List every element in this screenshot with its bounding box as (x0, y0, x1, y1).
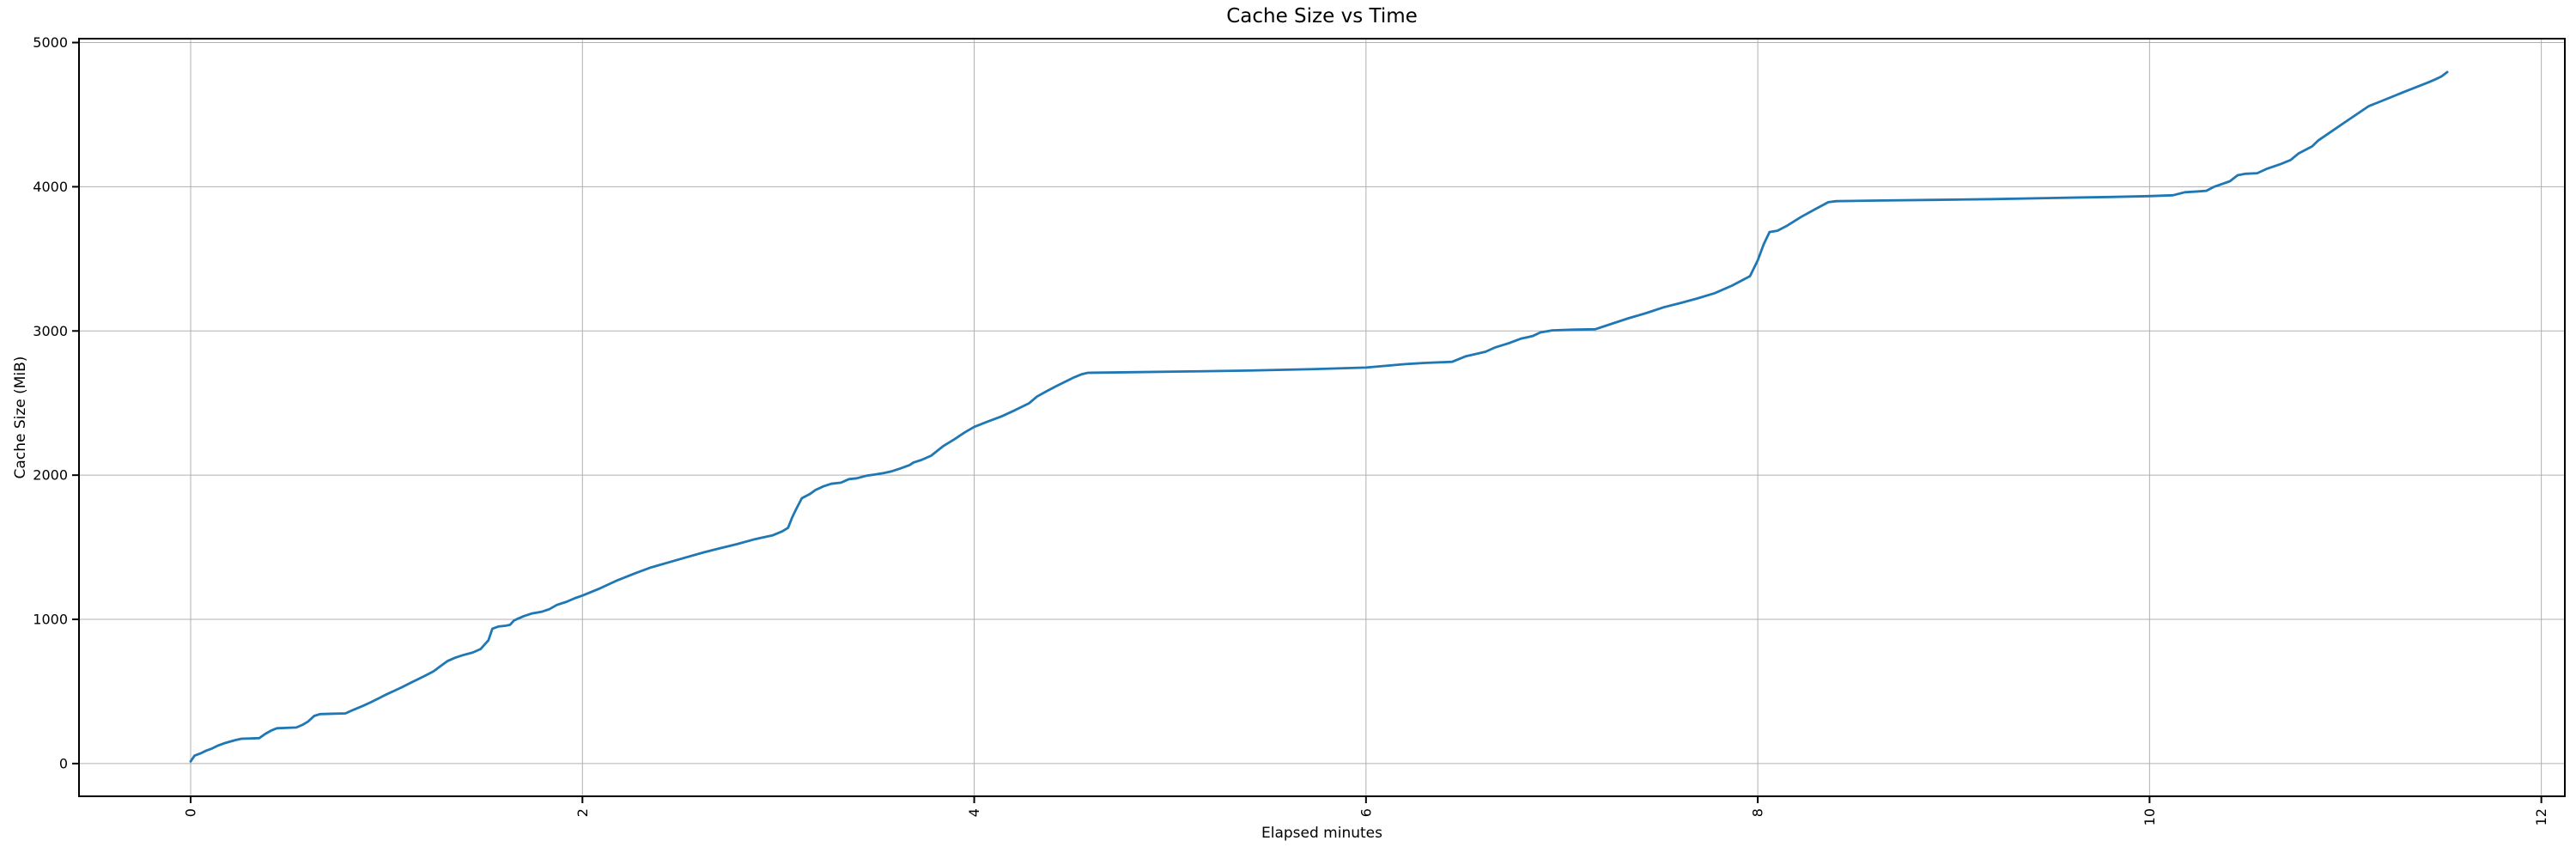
chart-title: Cache Size vs Time (1226, 5, 1418, 27)
axes-frame (78, 38, 2566, 797)
y-tick-label: 3000 (33, 323, 68, 339)
axes-spines (78, 38, 2566, 797)
x-tick-label: 8 (1750, 808, 1766, 817)
x-tick-label: 12 (2533, 808, 2549, 825)
y-tick-label: 5000 (33, 34, 68, 51)
y-tick-label: 0 (59, 755, 68, 771)
grid-layer (79, 39, 2565, 796)
y-tick-label: 2000 (33, 467, 68, 484)
x-tick-label: 0 (183, 808, 199, 817)
x-tick-label: 4 (966, 808, 982, 817)
x-tick-label: 2 (574, 808, 591, 817)
x-tick-label: 10 (2142, 808, 2158, 825)
x-axis-label: Elapsed minutes (1261, 825, 1382, 842)
series-layer (189, 70, 2449, 763)
y-tick-label: 1000 (33, 612, 68, 628)
y-tick-label: 4000 (33, 179, 68, 195)
y-axis-label: Cache Size (MiB) (12, 356, 29, 479)
x-tick-label: 6 (1358, 808, 1374, 817)
series-line-cache-size (189, 70, 2449, 763)
tick-layer: 0 2 4 6 8 10 12 0 1000 2000 3000 4000 5000 (33, 34, 2549, 825)
